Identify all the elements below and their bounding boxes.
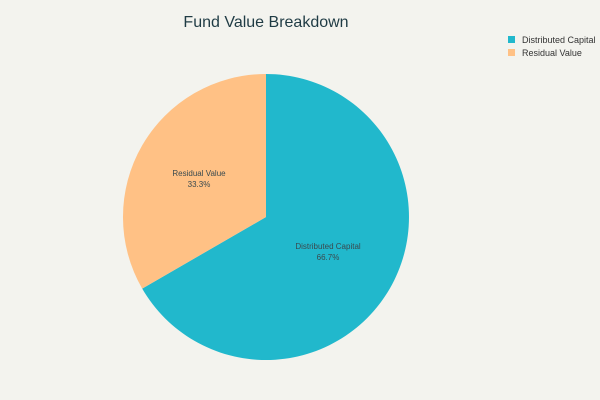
slice-residual-value[interactable] [122, 74, 267, 289]
slice-distributed-capital[interactable] [142, 74, 409, 360]
slice-label-residual-name: Residual Value [172, 169, 226, 178]
slice-label-residual-pct: 33.3% [188, 180, 211, 189]
legend-swatch-distributed-capital [508, 36, 515, 43]
slice-label-distributed-pct: 66.7% [317, 253, 340, 262]
legend-label: Distributed Capital [522, 34, 596, 45]
legend-swatch-residual-value [508, 49, 515, 56]
chart-title: Fund Value Breakdown [183, 14, 349, 31]
legend-item-distributed-capital[interactable]: Distributed Capital [508, 33, 596, 46]
legend: Distributed Capital Residual Value [508, 33, 596, 59]
slice-label-distributed-name: Distributed Capital [295, 242, 361, 251]
legend-label: Residual Value [522, 47, 582, 58]
legend-item-residual-value[interactable]: Residual Value [508, 46, 596, 59]
